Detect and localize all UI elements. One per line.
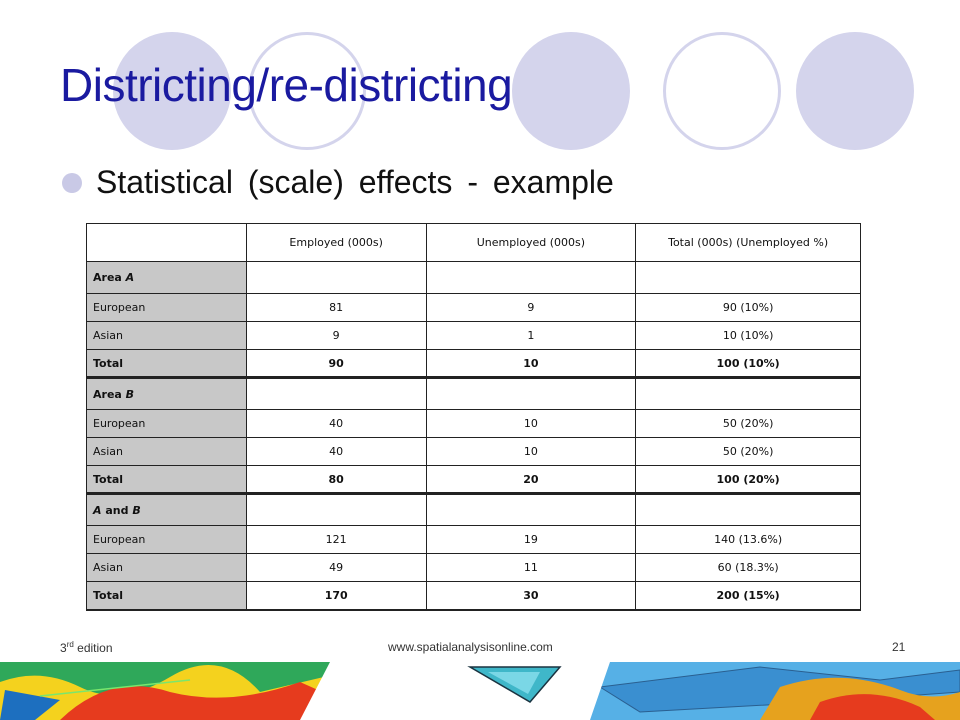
unemployed-cell: 9 [425, 293, 637, 322]
empty-cell [245, 493, 427, 526]
employed-cell: 40 [245, 409, 427, 438]
total-cell: 200 (15%) [635, 581, 861, 611]
row-label: Asian [86, 321, 247, 350]
bullet-dot-icon [62, 172, 82, 193]
total-cell: 100 (20%) [635, 465, 861, 495]
footer-edition: 3rd edition [60, 640, 113, 655]
total-cell: 10 (10%) [635, 321, 861, 350]
table-row: European 40 10 50 (20%) [86, 409, 861, 438]
empty-cell [425, 377, 637, 410]
total-cell: 90 (10%) [635, 293, 861, 322]
employed-cell: 80 [245, 465, 427, 495]
total-row: Total 80 20 100 (20%) [86, 465, 861, 495]
row-label: European [86, 293, 247, 322]
table-row: Asian 9 1 10 (10%) [86, 321, 861, 350]
bullet-text: Statistical (scale) effects - example [96, 164, 614, 200]
unemployed-cell: 10 [425, 437, 637, 466]
header-total: Total (000s) (Unemployed %) [635, 223, 861, 262]
header-cell-blank [86, 223, 247, 262]
row-label: Asian [86, 553, 247, 582]
unemployed-cell: 10 [425, 349, 637, 379]
empty-cell [425, 493, 637, 526]
total-row: Total 90 10 100 (10%) [86, 349, 861, 379]
decor-circle-1 [113, 32, 231, 150]
unemployed-cell: 19 [425, 525, 637, 554]
area-label-b: Area B [86, 377, 247, 410]
empty-cell [425, 261, 637, 294]
area-label-a: Area A [86, 261, 247, 294]
table-row: European 81 9 90 (10%) [86, 293, 861, 322]
employed-cell: 49 [245, 553, 427, 582]
bullet-point: Statistical (scale) effects - example [62, 164, 614, 201]
unemployed-cell: 30 [425, 581, 637, 611]
decor-circle-5 [796, 32, 914, 150]
area-row-a-and-b: A and B [86, 493, 861, 526]
empty-cell [245, 377, 427, 410]
total-cell: 100 (10%) [635, 349, 861, 379]
empty-cell [245, 261, 427, 294]
header-unemployed: Unemployed (000s) [425, 223, 637, 262]
row-label: Total [86, 581, 247, 611]
empty-cell [635, 377, 861, 410]
footer-url[interactable]: www.spatialanalysisonline.com [388, 640, 553, 654]
employed-cell: 90 [245, 349, 427, 379]
total-cell: 50 (20%) [635, 409, 861, 438]
total-cell: 60 (18.3%) [635, 553, 861, 582]
empty-cell [635, 493, 861, 526]
unemployed-cell: 11 [425, 553, 637, 582]
area-label-a-and-b: A and B [86, 493, 247, 526]
table-row: Asian 40 10 50 (20%) [86, 437, 861, 466]
decor-circle-3 [512, 32, 630, 150]
employment-table: Employed (000s) Unemployed (000s) Total … [86, 223, 861, 611]
decor-ring-4 [663, 32, 781, 150]
footer-page-number: 21 [892, 640, 906, 654]
table-header-row: Employed (000s) Unemployed (000s) Total … [86, 223, 861, 262]
row-label: Total [86, 465, 247, 495]
table-row: European 121 19 140 (13.6%) [86, 525, 861, 554]
table-row: Asian 49 11 60 (18.3%) [86, 553, 861, 582]
employed-cell: 121 [245, 525, 427, 554]
row-label: European [86, 525, 247, 554]
area-row-b: Area B [86, 377, 861, 410]
total-cell: 140 (13.6%) [635, 525, 861, 554]
empty-cell [635, 261, 861, 294]
employed-cell: 81 [245, 293, 427, 322]
employed-cell: 9 [245, 321, 427, 350]
row-label: Total [86, 349, 247, 379]
employed-cell: 40 [245, 437, 427, 466]
row-label: European [86, 409, 247, 438]
decorative-map-strip [0, 662, 960, 720]
row-label: Asian [86, 437, 247, 466]
decor-ring-2 [248, 32, 366, 150]
slide-title: Districting/re-districting [60, 59, 513, 111]
header-employed: Employed (000s) [245, 223, 427, 262]
total-row: Total 170 30 200 (15%) [86, 581, 861, 611]
area-row-a: Area A [86, 261, 861, 294]
unemployed-cell: 1 [425, 321, 637, 350]
unemployed-cell: 10 [425, 409, 637, 438]
unemployed-cell: 20 [425, 465, 637, 495]
total-cell: 50 (20%) [635, 437, 861, 466]
employed-cell: 170 [245, 581, 427, 611]
